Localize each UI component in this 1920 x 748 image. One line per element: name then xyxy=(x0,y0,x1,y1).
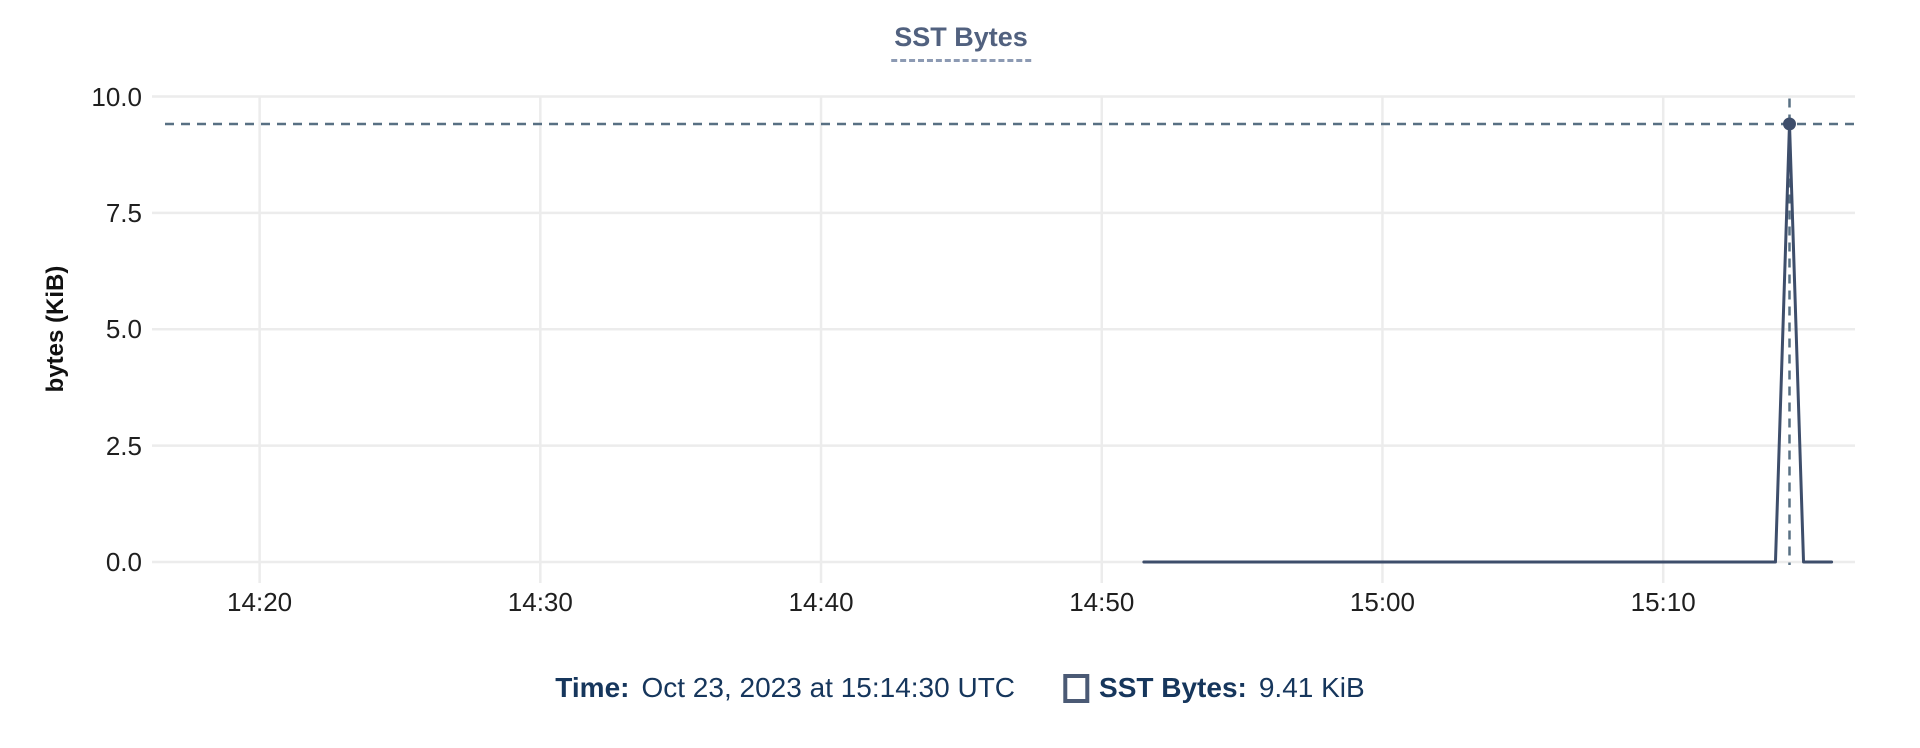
crosshair-lines xyxy=(165,98,1856,565)
legend-series-label: SST Bytes: xyxy=(1099,672,1247,703)
tooltip-time-label: Time: xyxy=(555,672,630,703)
y-tick-label: 0.0 xyxy=(105,547,142,577)
series-path xyxy=(1142,122,1834,564)
tooltip-time-value: Oct 23, 2023 at 15:14:30 UTC xyxy=(641,672,1016,703)
line-chart-canvas[interactable] xyxy=(0,0,1920,648)
legend-series-swatch-icon[interactable] xyxy=(1063,673,1090,703)
hover-dot xyxy=(1783,117,1796,131)
x-tick-label: 14:30 xyxy=(507,587,573,617)
legend-item-sst-bytes[interactable]: SST Bytes: 9.41 KiB xyxy=(1063,672,1365,704)
y-tick-label: 10.0 xyxy=(91,81,142,112)
series-line xyxy=(1142,122,1834,564)
y-axis-title: bytes (KiB) xyxy=(42,265,69,393)
y-tick-label: 2.5 xyxy=(105,430,142,461)
tooltip-legend-bar: Time: Oct 23, 2023 at 15:14:30 UTC SST B… xyxy=(555,672,1364,704)
legend-series-value: 9.41 KiB xyxy=(1258,672,1365,703)
vertical-gridlines xyxy=(258,96,1665,583)
x-tick-label: 14:50 xyxy=(1069,587,1135,617)
horizontal-gridlines xyxy=(152,95,1855,564)
y-tick-label: 5.0 xyxy=(105,314,142,345)
chart-title[interactable]: SST Bytes xyxy=(891,22,1031,62)
x-tick-label: 15:10 xyxy=(1630,587,1696,617)
x-tick-label: 14:40 xyxy=(788,587,854,617)
x-tick-label: 15:00 xyxy=(1349,587,1415,617)
x-tick-label: 14:20 xyxy=(227,587,293,617)
hover-point-dot xyxy=(1783,117,1796,131)
y-tick-label: 7.5 xyxy=(105,197,142,228)
